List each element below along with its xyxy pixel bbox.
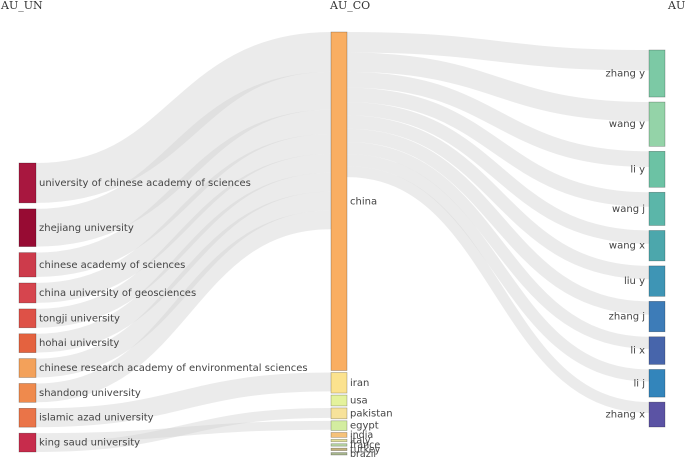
node-label-iran: iran bbox=[350, 378, 369, 389]
link-chinese-academy-of-sciences-to-china bbox=[35, 109, 332, 277]
node-label-li-y: li y bbox=[630, 164, 645, 175]
node-au-un-university-of-chinese-academy-of-sciences[interactable] bbox=[18, 162, 37, 204]
node-label-wang-j: wang j bbox=[612, 204, 645, 215]
link-china-to-li-x bbox=[346, 142, 650, 349]
node-au-zhang-j[interactable] bbox=[648, 301, 666, 333]
node-label-liu-y: liu y bbox=[624, 276, 645, 287]
node-label-chinese-research-academy-of-environmental-sciences: chinese research academy of environmenta… bbox=[39, 363, 308, 374]
node-au-un-islamic-azad-university[interactable] bbox=[18, 408, 37, 428]
node-au-un-china-university-of-geosciences[interactable] bbox=[18, 282, 37, 304]
node-label-shandong-university: shandong university bbox=[39, 388, 141, 399]
node-au-co-italy[interactable] bbox=[330, 439, 348, 443]
column-title-au-un: AU_UN bbox=[0, 0, 43, 12]
node-label-italy: italy bbox=[350, 436, 371, 447]
node-au-co-egypt[interactable] bbox=[330, 420, 348, 431]
nodes-layer bbox=[18, 31, 666, 456]
node-label-brazil: brazil bbox=[350, 449, 376, 460]
node-au-un-tongji-university[interactable] bbox=[18, 308, 37, 329]
labels-layer: university of chinese academy of science… bbox=[39, 69, 645, 460]
link-shandong-university-to-china bbox=[35, 210, 332, 403]
node-label-tongji-university: tongji university bbox=[39, 313, 120, 324]
node-au-li-y[interactable] bbox=[648, 151, 666, 188]
link-china-to-zhang-y bbox=[346, 32, 650, 71]
link-king-saud-university-to-egypt bbox=[35, 420, 332, 443]
node-au-zhang-y[interactable] bbox=[648, 49, 666, 98]
node-label-zhang-y: zhang y bbox=[606, 69, 646, 80]
node-label-india: india bbox=[350, 430, 373, 441]
node-label-wang-x: wang x bbox=[609, 241, 645, 252]
node-au-co-usa[interactable] bbox=[330, 394, 348, 407]
column-title-au-co: AU_CO bbox=[329, 0, 370, 12]
node-au-co-pakistan[interactable] bbox=[330, 407, 348, 420]
node-au-un-chinese-academy-of-sciences[interactable] bbox=[18, 252, 37, 278]
link-china-to-wang-j bbox=[346, 87, 650, 207]
node-label-egypt: egypt bbox=[350, 421, 379, 432]
node-au-un-zhejiang-university[interactable] bbox=[18, 208, 37, 247]
link-china-university-of-geosciences-to-china bbox=[35, 133, 332, 303]
link-china-to-wang-y bbox=[346, 52, 650, 122]
node-au-wang-j[interactable] bbox=[648, 191, 666, 226]
link-islamic-azad-university-to-iran bbox=[35, 372, 332, 428]
node-label-king-saud-university: king saud university bbox=[39, 438, 140, 449]
node-label-zhang-x: zhang x bbox=[606, 410, 646, 421]
link-tongji-university-to-china bbox=[35, 153, 332, 328]
column-titles: AU_UN AU_CO AU bbox=[0, 0, 685, 12]
link-china-to-zhang-j bbox=[346, 128, 650, 315]
column-title-au: AU bbox=[667, 0, 685, 12]
link-university-of-chinese-academy-of-sciences-to-china bbox=[35, 31, 332, 203]
node-label-pakistan: pakistan bbox=[350, 408, 393, 419]
node-au-un-chinese-research-academy-of-environmental-sciences[interactable] bbox=[18, 358, 37, 378]
node-au-liu-y[interactable] bbox=[648, 265, 666, 297]
node-au-co-brazil[interactable] bbox=[330, 452, 348, 456]
node-au-co-india[interactable] bbox=[330, 432, 348, 438]
link-china-to-zhang-x bbox=[346, 166, 650, 413]
link-china-to-li-j bbox=[346, 154, 650, 382]
node-au-co-iran[interactable] bbox=[330, 372, 348, 394]
node-label-chinese-academy-of-sciences: chinese academy of sciences bbox=[39, 260, 185, 271]
node-label-wang-y: wang y bbox=[609, 119, 645, 130]
node-label-china-university-of-geosciences: china university of geosciences bbox=[39, 288, 196, 299]
node-label-france: france bbox=[350, 440, 380, 451]
node-label-university-of-chinese-academy-of-sciences: university of chinese academy of science… bbox=[39, 178, 251, 189]
link-hohai-university-to-china bbox=[35, 172, 332, 353]
node-label-zhejiang-university: zhejiang university bbox=[39, 223, 134, 234]
node-au-un-shandong-university[interactable] bbox=[18, 383, 37, 403]
node-au-co-turkey[interactable] bbox=[330, 447, 348, 451]
node-au-un-hohai-university[interactable] bbox=[18, 333, 37, 353]
node-label-li-j: li j bbox=[633, 378, 645, 389]
node-au-wang-x[interactable] bbox=[648, 230, 666, 262]
node-au-wang-y[interactable] bbox=[648, 101, 666, 147]
node-label-islamic-azad-university: islamic azad university bbox=[39, 413, 154, 424]
link-china-to-wang-x bbox=[346, 102, 650, 244]
links-layer bbox=[35, 31, 650, 453]
node-label-hohai-university: hohai university bbox=[39, 338, 119, 349]
link-king-saud-university-to-pakistan bbox=[35, 407, 332, 453]
link-china-to-li-y bbox=[346, 71, 650, 168]
node-au-co-france[interactable] bbox=[330, 443, 348, 447]
node-au-zhang-x[interactable] bbox=[648, 401, 666, 428]
node-au-li-j[interactable] bbox=[648, 369, 666, 398]
node-label-turkey: turkey bbox=[350, 444, 381, 455]
link-chinese-research-academy-of-environmental-sciences-to-china bbox=[35, 191, 332, 378]
node-label-china: china bbox=[350, 196, 377, 207]
link-zhejiang-university-to-china bbox=[35, 71, 332, 247]
node-au-co-china[interactable] bbox=[330, 31, 348, 371]
node-label-li-x: li x bbox=[630, 346, 645, 357]
node-label-usa: usa bbox=[350, 396, 368, 407]
link-china-to-liu-y bbox=[346, 115, 650, 280]
node-au-un-king-saud-university[interactable] bbox=[18, 432, 37, 453]
node-au-li-x[interactable] bbox=[648, 336, 666, 365]
node-label-zhang-j: zhang j bbox=[609, 312, 645, 323]
